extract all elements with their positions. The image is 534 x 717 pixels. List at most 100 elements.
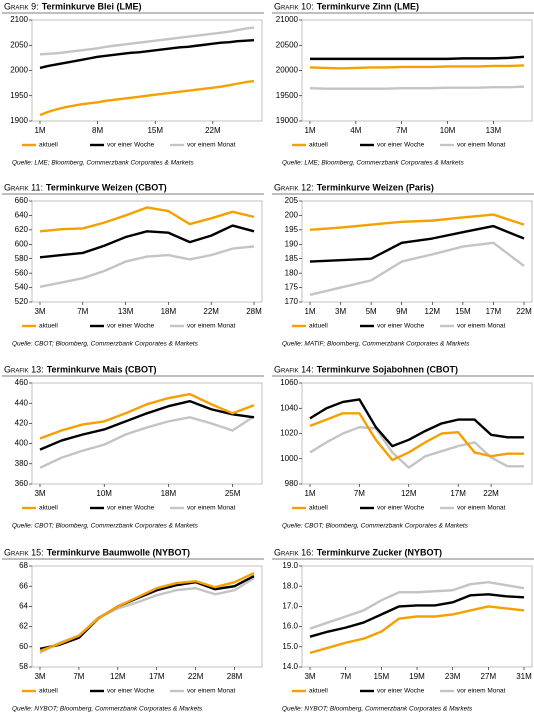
chart-panel: Grafik 16: Terminkurve Zucker (NYBOT) 14.0… xyxy=(272,547,534,713)
y-tick-label: 20000 xyxy=(276,66,299,75)
x-tick-label: 8M xyxy=(92,126,103,135)
series-line xyxy=(309,398,524,448)
y-tick-label: 180 xyxy=(285,268,299,277)
y-tick-label: 175 xyxy=(285,283,299,292)
y-tick-label: 620 xyxy=(15,225,29,234)
y-tick-label: 1020 xyxy=(280,429,298,438)
y-tick-label: 64 xyxy=(19,602,28,611)
y-tick-label: 560 xyxy=(15,268,29,277)
x-tick-label: 10M xyxy=(96,489,112,498)
legend-label: vor einem Monat xyxy=(457,142,506,149)
x-tick-label: 5M xyxy=(366,307,377,316)
y-tick-label: 62 xyxy=(19,622,28,631)
chart-panel: Grafik 15: Terminkurve Baumwolle (NYBOT) 5… xyxy=(2,547,264,713)
x-tick-label: 1M xyxy=(304,126,315,135)
legend-label: vor einem Monat xyxy=(457,323,506,330)
legend-label: vor einem Monat xyxy=(457,505,506,512)
x-tick-label: 15M xyxy=(374,672,390,681)
legend-label: vor einer Woche xyxy=(377,323,425,330)
x-tick-label: 13M xyxy=(118,307,134,316)
chart-panel: Grafik 10: Terminkurve Zinn (LME) 19000 195… xyxy=(272,1,534,167)
y-tick-label: 980 xyxy=(285,479,299,488)
chart-title: Terminkurve Mais (CBOT) xyxy=(47,364,157,374)
y-tick-label: 1900 xyxy=(10,116,28,125)
x-tick-label: 3M xyxy=(304,672,315,681)
series-line xyxy=(309,412,524,462)
y-tick-label: 19.0 xyxy=(282,561,298,570)
y-tick-label: 68 xyxy=(19,561,28,570)
x-tick-label: 12M xyxy=(110,672,126,681)
chart-panel: Grafik 14: Terminkurve Sojabohnen (CBOT) 9… xyxy=(272,364,534,530)
series-line xyxy=(310,55,525,61)
x-tick-label: 28M xyxy=(246,307,262,316)
legend-label: vor einem Monat xyxy=(457,688,506,695)
series-line xyxy=(309,593,525,638)
y-tick-label: 15.0 xyxy=(282,642,298,651)
series-line xyxy=(39,399,255,451)
chart-label: Grafik 16: xyxy=(274,547,314,557)
series-line xyxy=(39,415,255,469)
legend-label: aktuell xyxy=(309,505,328,512)
legend-label: vor einem Monat xyxy=(187,688,236,695)
x-tick-label: 12M xyxy=(425,307,441,316)
x-tick-label: 23M xyxy=(445,672,461,681)
chart-panel: Grafik 13: Terminkurve Mais (CBOT) 360 380 4… xyxy=(2,364,264,530)
legend-label: vor einem Monat xyxy=(187,505,236,512)
series-line xyxy=(39,571,255,652)
plot-frame xyxy=(31,565,263,668)
source-note: Quelle: CBOT; Bloomberg, Commerzbank Cor… xyxy=(282,523,469,530)
x-tick-label: 7M xyxy=(77,307,88,316)
source-note: Quelle: MATIF; Bloomberg, Commerzbank Co… xyxy=(282,341,470,348)
y-tick-label: 1000 xyxy=(280,454,298,463)
legend-label: vor einer Woche xyxy=(377,505,425,512)
x-tick-label: 15M xyxy=(147,126,163,135)
source-note: Quelle: NYBOT; Bloomberg, Commerzbank Co… xyxy=(12,706,203,713)
chart-label: Grafik 12: xyxy=(274,182,314,192)
legend-label: vor einem Monat xyxy=(187,142,236,149)
legend-label: vor einer Woche xyxy=(107,688,155,695)
plot-frame xyxy=(31,200,263,303)
y-tick-label: 170 xyxy=(285,297,299,306)
series-line xyxy=(39,392,255,440)
legend-label: vor einem Monat xyxy=(187,323,236,330)
y-tick-label: 580 xyxy=(15,254,29,263)
chart-label: Grafik 15: xyxy=(4,547,44,557)
legend-label: vor einer Woche xyxy=(107,323,155,330)
legend-label: aktuell xyxy=(39,323,58,330)
series-line xyxy=(309,85,525,90)
x-tick-label: 3M xyxy=(34,307,45,316)
y-tick-label: 19500 xyxy=(276,91,299,100)
y-tick-label: 380 xyxy=(15,459,29,468)
plot-frame xyxy=(301,19,533,122)
y-tick-label: 17.0 xyxy=(282,602,298,611)
series-line xyxy=(39,79,255,117)
y-tick-label: 66 xyxy=(19,581,28,590)
x-tick-label: 18M xyxy=(161,489,177,498)
y-tick-label: 60 xyxy=(19,642,28,651)
legend-label: vor einer Woche xyxy=(107,142,155,149)
chart-label: Grafik 10: xyxy=(274,1,314,11)
chart-panel: Grafik 9: Terminkurve Blei (LME) 1900 1950 2… xyxy=(2,1,264,167)
x-tick-label: 7M xyxy=(340,672,351,681)
y-tick-label: 14.0 xyxy=(282,662,298,671)
y-tick-label: 540 xyxy=(15,283,29,292)
y-tick-label: 2100 xyxy=(10,15,28,24)
x-tick-label: 13M xyxy=(486,126,502,135)
x-tick-label: 17M xyxy=(486,307,502,316)
x-tick-label: 22M xyxy=(516,307,532,316)
y-tick-label: 185 xyxy=(285,254,299,263)
source-note: Quelle: NYBOT; Bloomberg, Commerzbank Co… xyxy=(282,706,473,713)
x-tick-label: 1M xyxy=(34,126,45,135)
source-note: Quelle: CBOT; Bloomberg, Commerzbank Cor… xyxy=(12,523,199,530)
chart-panel: Grafik 11: Terminkurve Weizen (CBOT) 520 54… xyxy=(2,182,264,348)
chart-panel: Grafik 12: Terminkurve Weizen (Paris) 170 1… xyxy=(272,182,534,348)
legend-label: vor einer Woche xyxy=(377,142,425,149)
source-note: Quelle: LME; Bloomberg, Commerzbank Corp… xyxy=(12,160,194,167)
x-tick-label: 31M xyxy=(516,672,532,681)
chart-title: Terminkurve Sojabohnen (CBOT) xyxy=(317,364,458,374)
series-line xyxy=(39,26,255,56)
x-tick-label: 3M xyxy=(335,307,346,316)
x-tick-label: 3M xyxy=(34,672,45,681)
y-tick-label: 440 xyxy=(15,398,29,407)
